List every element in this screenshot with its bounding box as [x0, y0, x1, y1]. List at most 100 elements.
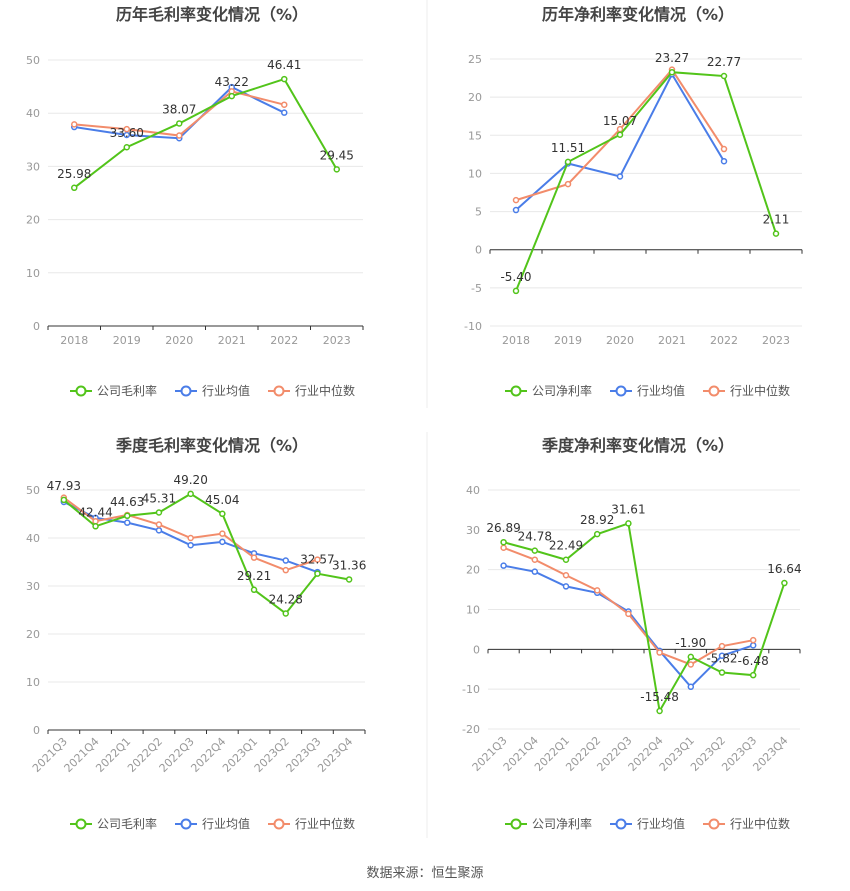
x-tick-label: 2018: [60, 334, 88, 347]
y-tick-label: 0: [33, 320, 40, 333]
x-tick-label: 2022: [270, 334, 298, 347]
y-tick-label: 0: [33, 724, 40, 737]
data-point-company: [531, 547, 539, 554]
x-tick-label: 2020: [165, 334, 193, 347]
data-point-industry_median: [687, 661, 695, 668]
legend-label: 行业中位数: [295, 383, 355, 398]
legend-label: 公司毛利率: [97, 816, 157, 831]
legend-swatch-marker: [180, 818, 192, 830]
data-label: 15.07: [603, 114, 637, 128]
x-tick-label: 2019: [554, 334, 582, 347]
y-tick-label: -20: [462, 723, 480, 736]
series-line-company: [73, 77, 338, 189]
series-line-company: [515, 71, 777, 292]
data-point-industry_avg: [282, 557, 289, 564]
data-point-company: [562, 556, 570, 563]
data-point-industry_avg: [187, 541, 194, 549]
y-tick-label: -10: [462, 683, 480, 696]
data-point-company: [176, 120, 183, 127]
data-label: 24.28: [269, 592, 303, 606]
data-point-industry_median: [749, 636, 757, 644]
legend-item-industry_avg: 行业均值: [175, 816, 250, 831]
x-tick-label: 2020: [606, 334, 634, 347]
chart-panel-4: 季度净利率变化情况（%）-20-100102030402021Q32021Q42…: [462, 436, 802, 831]
data-point-industry_median: [176, 132, 183, 139]
data-point-industry_median: [625, 610, 632, 618]
chart-panel-2: 历年净利率变化情况（%） -10 -5 0 5 10 15 20 25 2018 2019 2020 2…: [464, 5, 803, 398]
data-point-industry_median: [187, 534, 194, 542]
legend-swatch-marker: [510, 818, 522, 830]
data-point-company: [60, 496, 68, 504]
x-tick-label: 2021: [658, 334, 686, 347]
data-label: 29.21: [237, 569, 271, 583]
data-point-company: [749, 671, 757, 679]
legend-label: 行业均值: [202, 383, 250, 398]
legend-item-industry_median: 行业中位数: [703, 383, 790, 398]
y-tick-label: 30: [26, 160, 40, 173]
legend-label: 行业中位数: [730, 383, 790, 398]
y-tick-label: 10: [468, 167, 482, 180]
data-label: 46.41: [267, 58, 301, 72]
data-point-industry_median: [531, 556, 539, 563]
data-label: -1.90: [675, 636, 706, 650]
legend-item-industry_median: 行业中位数: [268, 816, 355, 831]
y-tick-label: 40: [466, 484, 480, 497]
data-point-industry_median: [500, 544, 507, 552]
data-label: 45.31: [142, 492, 176, 506]
legend-item-company: 公司净利率: [505, 816, 592, 831]
data-label: 23.27: [655, 51, 689, 65]
legend-swatch-marker: [180, 385, 192, 397]
chart-panel-3: 季度毛利率变化情况（%）010203040502021Q32021Q42022Q…: [26, 436, 366, 831]
data-label: 42.44: [78, 505, 112, 519]
data-point-company: [500, 538, 507, 546]
data-point-company: [772, 230, 780, 237]
y-tick-label: 10: [26, 267, 40, 280]
y-tick-label: -5: [471, 282, 482, 295]
data-label: 28.92: [580, 513, 614, 527]
data-label: 22.77: [707, 55, 741, 69]
legend-swatch-marker: [273, 818, 285, 830]
x-tick-label: 2021: [218, 334, 246, 347]
data-point-company: [282, 610, 289, 617]
x-tick-label: 2023Q4: [750, 734, 790, 774]
chart-title: 季度毛利率变化情况（%）: [115, 436, 308, 455]
data-point-industry_avg: [718, 652, 726, 659]
y-tick-label: 25: [468, 53, 482, 66]
x-tick-label: 2019: [113, 334, 141, 347]
y-tick-label: -10: [464, 320, 482, 333]
data-point-company: [228, 92, 235, 100]
y-tick-label: 50: [26, 54, 40, 67]
data-point-industry_avg: [531, 568, 539, 575]
legend-swatch-marker: [708, 385, 720, 397]
legend-item-industry_avg: 行业均值: [610, 383, 685, 398]
x-tick-label: 2023: [762, 334, 790, 347]
legend-label: 公司毛利率: [97, 383, 157, 398]
data-point-industry_avg: [512, 206, 520, 214]
data-point-industry_median: [564, 180, 572, 188]
data-point-company: [345, 576, 353, 583]
data-label: 32.57: [300, 553, 334, 567]
data-point-company: [656, 707, 663, 715]
data-point-industry_avg: [124, 519, 131, 526]
y-tick-label: 40: [26, 107, 40, 120]
data-point-company: [281, 75, 288, 83]
data-point-company: [92, 523, 99, 530]
y-tick-label: 15: [468, 129, 482, 142]
data-label: 47.93: [47, 479, 81, 493]
y-tick-label: 30: [466, 524, 480, 537]
data-label: 24.78: [518, 530, 552, 544]
data-point-company: [720, 72, 728, 80]
data-label: -5.40: [500, 270, 531, 284]
legend-item-industry_median: 行业中位数: [268, 383, 355, 398]
legend-label: 行业均值: [637, 383, 685, 398]
data-point-industry_avg: [500, 562, 507, 569]
legend-swatch-marker: [273, 385, 285, 397]
x-tick-label: 2023Q4: [315, 735, 355, 775]
data-point-industry_median: [720, 145, 728, 153]
data-label: -15.48: [640, 690, 679, 704]
series-line-industry_median: [503, 546, 754, 666]
chart-title: 季度净利率变化情况（%）: [541, 436, 734, 455]
data-point-industry_avg: [720, 157, 728, 165]
y-tick-label: 10: [26, 676, 40, 689]
